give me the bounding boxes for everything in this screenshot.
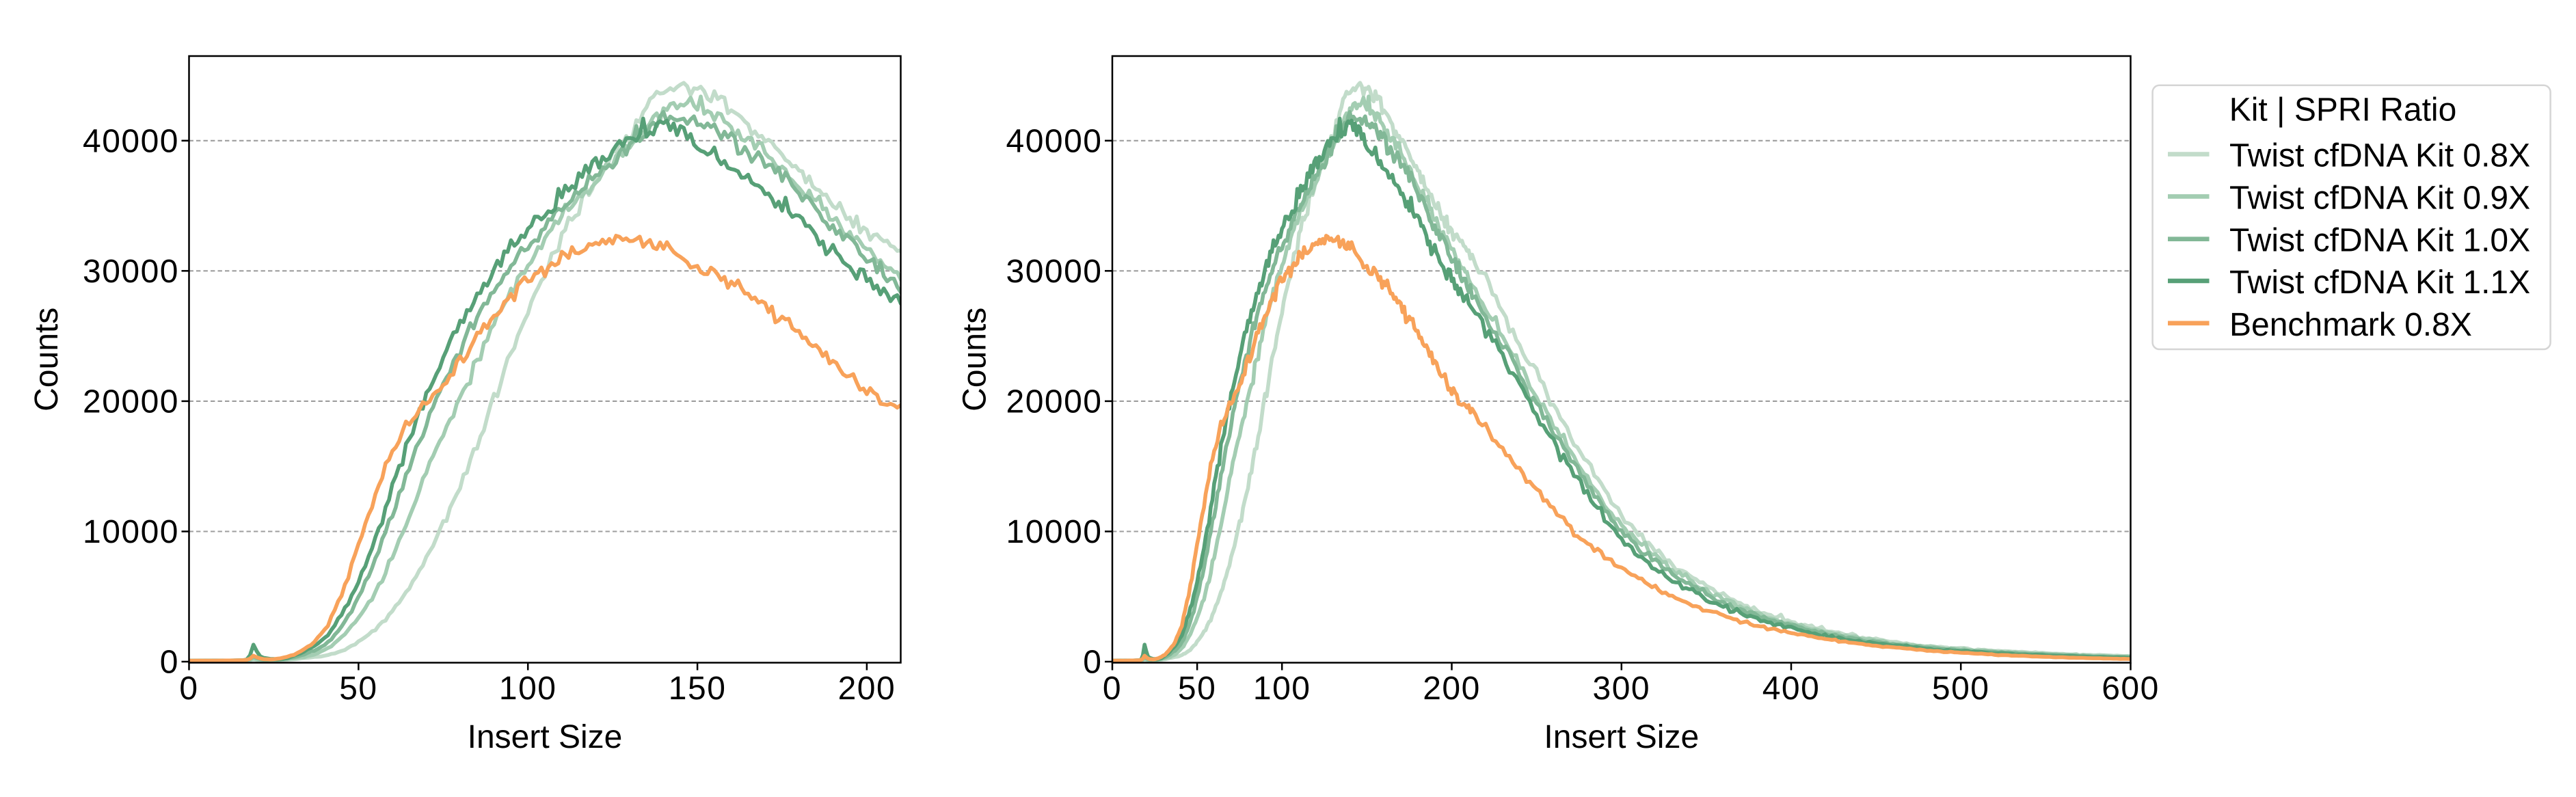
svg-text:50: 50 bbox=[339, 671, 377, 707]
svg-text:600: 600 bbox=[2102, 671, 2160, 707]
svg-text:0: 0 bbox=[179, 671, 198, 707]
svg-text:Counts: Counts bbox=[957, 308, 993, 411]
svg-text:200: 200 bbox=[1423, 671, 1481, 707]
svg-text:Insert Size: Insert Size bbox=[468, 719, 623, 755]
svg-text:Twist cfDNA Kit 0.8X: Twist cfDNA Kit 0.8X bbox=[2229, 138, 2530, 174]
svg-text:50: 50 bbox=[1178, 671, 1216, 707]
svg-text:0: 0 bbox=[1083, 645, 1102, 681]
svg-text:20000: 20000 bbox=[83, 383, 179, 420]
svg-text:10000: 10000 bbox=[83, 514, 179, 550]
svg-text:Twist cfDNA Kit 0.9X: Twist cfDNA Kit 0.9X bbox=[2229, 180, 2530, 216]
svg-text:Insert Size: Insert Size bbox=[1544, 719, 1699, 755]
svg-text:20000: 20000 bbox=[1006, 383, 1103, 420]
svg-text:400: 400 bbox=[1762, 671, 1821, 707]
svg-text:30000: 30000 bbox=[83, 254, 179, 290]
svg-text:Kit | SPRI Ratio: Kit | SPRI Ratio bbox=[2229, 92, 2457, 129]
svg-text:0: 0 bbox=[1103, 671, 1122, 707]
svg-text:100: 100 bbox=[499, 671, 557, 707]
svg-text:200: 200 bbox=[838, 671, 896, 707]
svg-text:40000: 40000 bbox=[1006, 123, 1103, 159]
svg-text:0: 0 bbox=[160, 645, 179, 681]
svg-text:500: 500 bbox=[1932, 671, 1990, 707]
svg-text:300: 300 bbox=[1593, 671, 1651, 707]
svg-text:Twist cfDNA Kit 1.0X: Twist cfDNA Kit 1.0X bbox=[2229, 223, 2530, 259]
svg-text:10000: 10000 bbox=[1006, 514, 1103, 550]
svg-text:40000: 40000 bbox=[83, 123, 179, 159]
svg-text:100: 100 bbox=[1253, 671, 1311, 707]
svg-text:150: 150 bbox=[669, 671, 727, 707]
svg-text:30000: 30000 bbox=[1006, 254, 1103, 290]
svg-text:Benchmark 0.8X: Benchmark 0.8X bbox=[2229, 307, 2472, 343]
svg-text:Counts: Counts bbox=[29, 308, 65, 411]
svg-text:Twist cfDNA Kit 1.1X: Twist cfDNA Kit 1.1X bbox=[2229, 265, 2530, 301]
